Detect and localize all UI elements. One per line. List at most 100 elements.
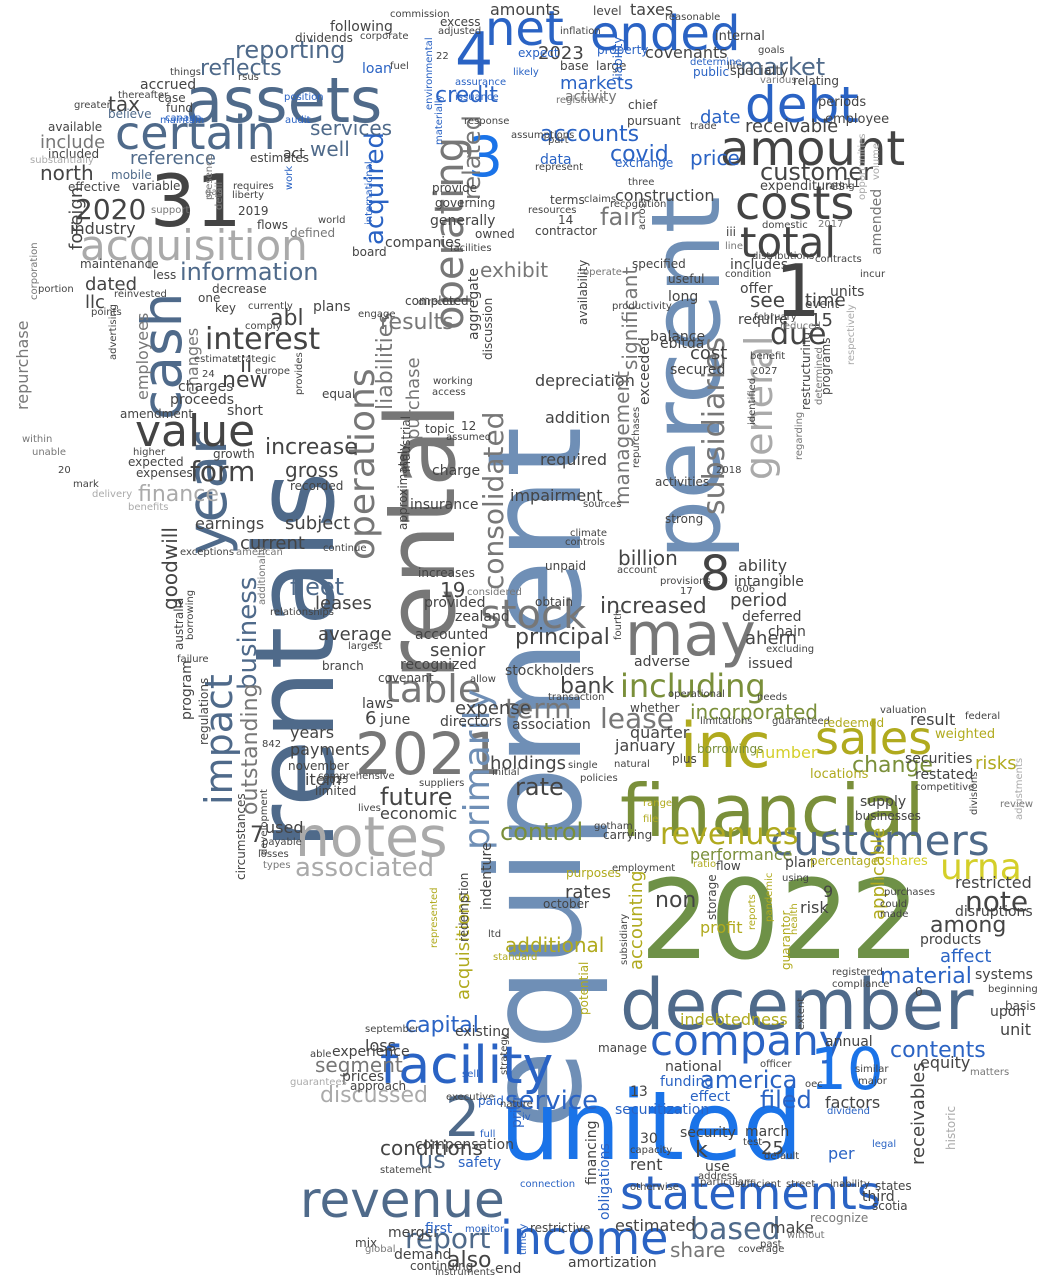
word-foreign: foreign <box>66 186 87 250</box>
word-balance: balance <box>650 329 706 345</box>
word-trade: trade <box>690 121 717 132</box>
word-base: base <box>560 59 589 73</box>
word-charges: charges <box>178 379 234 395</box>
word-guaranteed: guaranteed <box>772 716 830 727</box>
word-reports: reports <box>747 894 758 930</box>
word-also: also <box>447 1248 492 1273</box>
word-2023: 2023 <box>538 43 584 64</box>
word-historic: historic <box>944 1105 958 1150</box>
word-relating: relating <box>793 74 840 88</box>
word-particular: particular <box>700 1177 749 1188</box>
word-construction: construction <box>615 186 715 205</box>
word-development: development <box>259 789 270 855</box>
word-recorded: recorded <box>290 479 344 493</box>
word-included: included <box>48 147 100 161</box>
word-operational: operational <box>668 689 725 700</box>
word-instruments: instruments <box>435 1267 496 1278</box>
word-make: make <box>770 1218 814 1237</box>
word-long: long <box>668 289 699 305</box>
word-shares: shares <box>885 854 928 869</box>
word-additionally: additionally <box>257 546 268 605</box>
word-2: 2 <box>445 1085 480 1149</box>
word-account: account <box>617 565 657 576</box>
word-program: program <box>179 660 195 720</box>
word-valuation: valuation <box>880 705 927 716</box>
word-act: act <box>283 146 305 162</box>
word-commission: commission <box>390 9 450 20</box>
word-scotia: scotia <box>872 1199 908 1213</box>
word-beginning: beginning <box>988 984 1038 995</box>
word-secured: secured <box>670 362 726 378</box>
word-event: event <box>805 297 840 311</box>
word-global: global <box>365 1244 396 1255</box>
word-completed: completed <box>405 294 469 308</box>
word-amendment: amendment <box>120 407 194 421</box>
word-amortization: amortization <box>568 1255 657 1271</box>
word-ahern: ahern <box>745 628 798 649</box>
word-response: response <box>464 116 510 127</box>
word-limitations: limitations <box>700 716 753 727</box>
word-plans: plans <box>313 299 351 315</box>
word-september: september <box>365 1024 420 1035</box>
word-certain: certain <box>115 106 276 160</box>
word-respectively: respectively <box>846 304 857 365</box>
word-productivity: productivity <box>612 301 672 312</box>
word-lives: lives <box>358 803 381 814</box>
word-obligations: obligations <box>597 1143 613 1220</box>
word-initial: initial <box>492 767 520 778</box>
word-information: information <box>180 258 319 286</box>
word-employee: employee <box>825 112 890 127</box>
word-directors: directors <box>440 714 502 730</box>
word-represented: represented <box>429 887 440 948</box>
word-2025: 2025 <box>323 775 349 786</box>
word-increase: increase <box>265 435 358 460</box>
word-three: three <box>628 177 655 188</box>
word-3: 3 <box>468 125 503 189</box>
word-llc: llc <box>85 292 105 313</box>
word-greater: greater <box>74 100 111 111</box>
word-sales: sales <box>815 711 933 765</box>
word-provisions: provisions <box>660 576 711 587</box>
word-unit: unit <box>1000 1020 1031 1039</box>
word-payments: payments <box>290 740 370 759</box>
word-reference: reference <box>130 148 216 169</box>
word-due: due <box>770 317 827 352</box>
word-dividends: dividends <box>295 31 353 45</box>
word-detail: detail <box>214 181 225 210</box>
word-acquisition: acquisition <box>80 221 308 270</box>
word-interest: interest <box>205 322 321 357</box>
word-31: 31 <box>150 159 242 243</box>
word-lease: lease <box>600 702 674 735</box>
word-liability: liability <box>611 36 625 80</box>
word-employment: employment <box>612 863 676 874</box>
word-repurchases: repurchases <box>631 406 642 468</box>
word-amounts: amounts <box>490 0 561 19</box>
word-engage: engage <box>358 309 396 320</box>
word-restricted: restricted <box>955 873 1032 892</box>
word-increased: increased <box>600 594 707 619</box>
word-7: 7 <box>250 823 264 848</box>
word-decrease: decrease <box>212 282 267 296</box>
word-volume: volume <box>871 142 882 180</box>
word-regarding: regarding <box>794 411 805 460</box>
word-rent: rent <box>630 1155 663 1174</box>
word-revenues: revenues <box>660 817 799 852</box>
word-climate: climate <box>570 528 607 539</box>
word-requires: requires <box>233 181 274 192</box>
word-future: future <box>380 783 453 811</box>
word-facility: facility <box>380 1036 554 1096</box>
word-major: major <box>858 1076 887 1087</box>
word-locations: locations <box>810 767 869 782</box>
word-expenses: expenses <box>136 466 193 480</box>
word-strategic: strategic <box>232 354 277 365</box>
word-february: february <box>754 312 797 323</box>
word-performance: performance <box>690 845 793 864</box>
word-17: 17 <box>680 586 693 597</box>
word-types: types <box>263 860 291 871</box>
word-insurance: insurance <box>410 497 479 513</box>
word-american: american <box>236 547 283 558</box>
word-net: net <box>485 1 564 57</box>
word-12: 12 <box>461 419 477 433</box>
word-assumed: assumed <box>446 432 492 443</box>
word-march: march <box>745 1124 790 1140</box>
